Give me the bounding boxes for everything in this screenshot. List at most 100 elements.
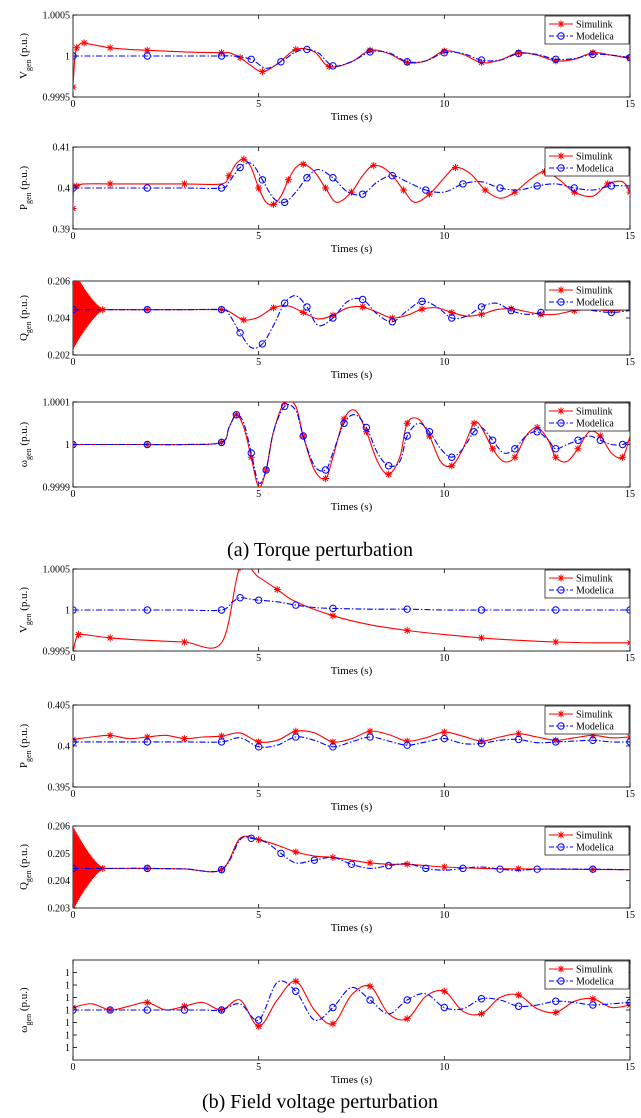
simulink-point [570, 307, 578, 315]
data-layer [73, 402, 630, 487]
simulink-point [626, 188, 630, 196]
simulink-point [292, 727, 300, 735]
simulink-point [403, 1015, 411, 1023]
legend-marker-simulink [557, 831, 565, 839]
simulink-point [440, 863, 448, 871]
modelica-point [280, 402, 289, 410]
legend-marker-modelica [557, 32, 565, 40]
modelica-point [258, 176, 267, 184]
simulink-point [99, 306, 107, 314]
modelica-point [254, 1016, 263, 1024]
modelica-point [303, 303, 311, 311]
x-axis-label: Times (s) [331, 243, 373, 255]
modelica-point [217, 606, 226, 614]
simulink-point [489, 445, 497, 453]
simulink-point [515, 865, 523, 873]
simulink-point [255, 184, 263, 192]
y-tick-label: 1 [65, 1018, 70, 1029]
modelica-line [73, 295, 630, 349]
simulink-point [348, 188, 355, 196]
modelica-point [488, 436, 497, 444]
modelica-point [459, 864, 467, 873]
y-tick-label: 0.9999 [43, 483, 71, 494]
y-tick-label: 0.41 [53, 143, 71, 154]
simulink-point [604, 180, 612, 188]
modelica-point [310, 856, 319, 864]
y-label-unit: (p.u.) [18, 987, 30, 1014]
legend-marker-modelica [557, 977, 565, 985]
simulink-point [73, 182, 81, 190]
simulink-line [73, 402, 630, 487]
simulink-point [511, 188, 519, 196]
series-modelica [73, 45, 630, 70]
series-simulink [73, 155, 630, 212]
simulink-point [589, 731, 597, 739]
modelica-point [459, 180, 467, 188]
simulink-point [218, 306, 226, 314]
legend-box [544, 569, 630, 599]
y-tick-label: 0.202 [48, 351, 71, 362]
simulink-point [106, 44, 114, 52]
legend-box [544, 15, 630, 45]
simulink-line [73, 158, 630, 209]
modelica-point [514, 49, 523, 58]
modelica-point [262, 466, 270, 474]
simulink-point [440, 987, 448, 995]
x-tick-label: 5 [256, 789, 261, 800]
y-axis-label: Qgen (p.u.) [18, 295, 33, 341]
simulink-point [329, 738, 337, 746]
simulink-point [403, 737, 411, 745]
legend-marker-modelica [557, 843, 565, 851]
modelica-point [236, 594, 244, 602]
modelica-point [73, 440, 77, 449]
y-tick-label: 0.4 [58, 742, 71, 753]
legend-marker-modelica [557, 164, 565, 172]
simulink-point [515, 730, 523, 738]
legend-label-simulink: Simulink [576, 286, 613, 297]
modelica-point [321, 466, 330, 474]
modelica-point [329, 604, 337, 613]
simulink-point [218, 732, 226, 740]
simulink-point [552, 453, 560, 461]
modelica-point [292, 733, 300, 741]
y-tick-label: 0.405 [48, 701, 71, 712]
y-axis-label: Vgen (p.u.) [18, 33, 33, 79]
simulink-point [180, 638, 188, 646]
x-tick-label: 0 [71, 1062, 76, 1073]
modelica-point [329, 1003, 337, 1012]
y-tick-label: 0.4 [58, 184, 71, 195]
simulink-point [589, 995, 597, 1003]
modelica-point [477, 56, 486, 64]
legend-label-modelica: Modelica [576, 586, 614, 597]
simulink-point [366, 859, 374, 867]
simulink-point [425, 432, 433, 440]
x-tick-label: 5 [256, 99, 261, 110]
legend-label-simulink: Simulink [576, 152, 613, 163]
simulink-point [329, 853, 337, 861]
x-tick-label: 0 [71, 789, 76, 800]
modelica-point [626, 998, 630, 1007]
simulink-point [284, 176, 292, 184]
y-tick-label: 0.206 [48, 822, 71, 833]
modelica-point [143, 1006, 151, 1014]
legend-label-modelica: Modelica [576, 843, 614, 854]
modelica-point [280, 299, 289, 307]
x-tick-label: 5 [256, 653, 261, 664]
simulink-point [477, 737, 485, 745]
y-axis-label: ωgen (p.u.) [18, 421, 33, 467]
y-label-main: Q [18, 882, 30, 890]
modelica-point [570, 184, 578, 192]
y-axis-label: Pgen (p.u.) [18, 166, 33, 211]
x-tick-label: 10 [439, 653, 449, 664]
simulink-point [470, 419, 478, 427]
modelica-point [552, 738, 560, 746]
legend-box [544, 147, 630, 177]
data-layer [73, 281, 630, 349]
modelica-point [143, 52, 151, 60]
y-tick-label: 1.0001 [43, 398, 71, 409]
series-simulink [73, 39, 630, 91]
legend-marker-modelica [557, 586, 565, 594]
modelica-point [552, 606, 560, 614]
